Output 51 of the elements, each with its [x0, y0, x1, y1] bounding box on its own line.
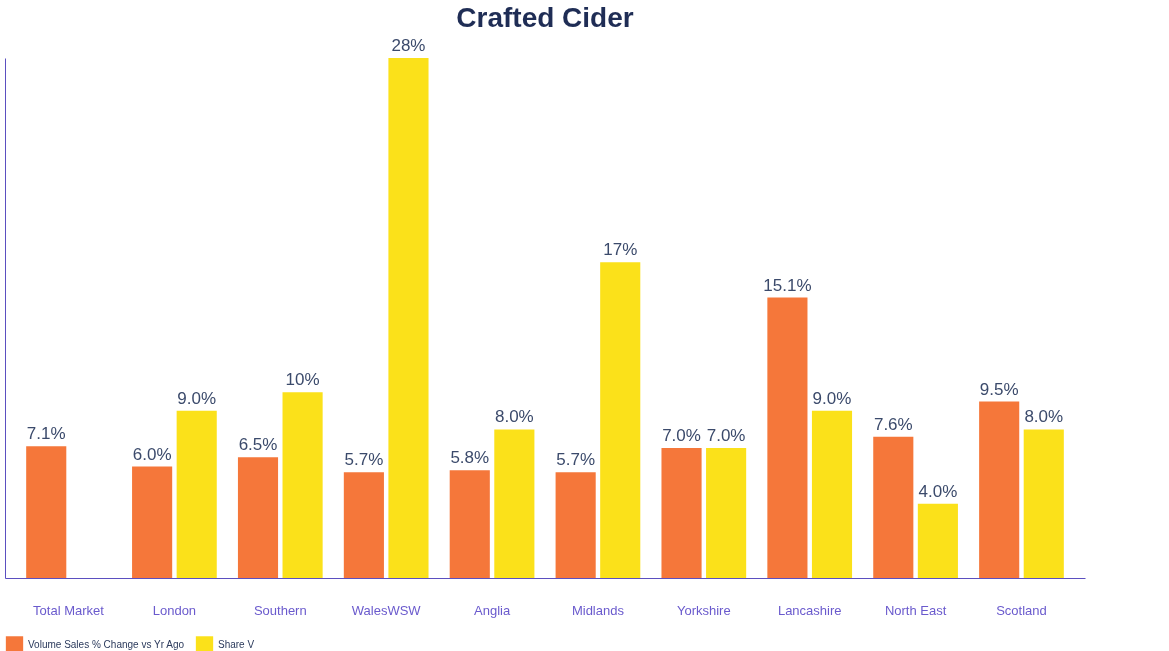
data-label: 7.0% [662, 426, 701, 445]
x-tick-label: Lancashire [777, 602, 842, 618]
data-label: 5.8% [450, 448, 490, 468]
legend-label: Share V [218, 638, 255, 650]
bar [706, 448, 747, 578]
bar [26, 446, 67, 578]
data-label: 6.5% [238, 435, 278, 455]
x-tick-label: Anglia [473, 602, 511, 618]
x-tick-label: Midlands [571, 602, 625, 618]
data-label: 7.6% [873, 414, 913, 434]
x-tick-label: Total Market [33, 602, 105, 618]
bar [767, 297, 808, 578]
data-label: 17% [603, 240, 638, 260]
data-label: 4.0% [918, 481, 958, 501]
data-label: 6.0% [132, 444, 172, 464]
data-label: 7.1% [26, 424, 66, 444]
bar [661, 448, 702, 578]
bar [979, 401, 1020, 578]
bar [282, 392, 323, 578]
data-label: 5.7% [556, 450, 596, 470]
data-label: 15.1% [763, 275, 812, 295]
bar [555, 472, 596, 578]
chart-title: Crafted Cider [456, 2, 634, 33]
x-tick-label: Southern [253, 602, 307, 618]
data-label: 7.0% [706, 426, 746, 445]
bar [176, 410, 217, 578]
bar [237, 457, 279, 578]
data-label: 10% [285, 370, 320, 390]
data-label: 9.0% [177, 388, 217, 408]
bar [1023, 429, 1064, 578]
legend-label: Volume Sales % Change vs Yr Ago [28, 638, 185, 650]
bar [343, 472, 384, 578]
data-label: 8.0% [494, 407, 534, 427]
x-tick-label: WalesWSW [351, 602, 422, 618]
bar [811, 410, 853, 578]
x-tick-label: North East [884, 602, 947, 618]
x-tick-label: London [152, 602, 197, 618]
bar [494, 429, 535, 578]
bar [917, 503, 958, 578]
bar [132, 466, 173, 578]
x-tick-label: Scotland [996, 602, 1047, 618]
bar [873, 436, 914, 578]
bar [600, 262, 641, 578]
data-label: 8.0% [1024, 407, 1064, 427]
bar [388, 58, 429, 578]
data-label: 28% [391, 36, 426, 55]
data-label: 5.7% [344, 450, 384, 470]
bar [449, 470, 490, 578]
data-label: 9.0% [812, 388, 852, 408]
data-label: 9.5% [979, 379, 1019, 399]
x-tick-label: Yorkshire [676, 602, 731, 618]
